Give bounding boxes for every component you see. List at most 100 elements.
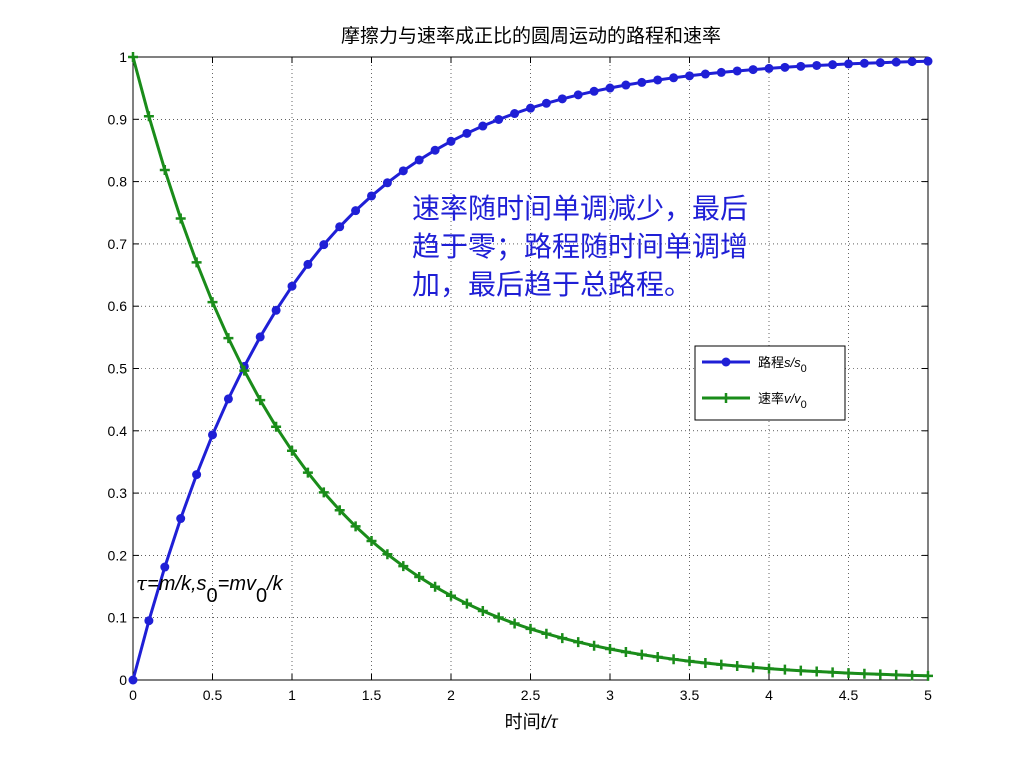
data-point-speed (748, 662, 759, 673)
data-point-speed (875, 669, 886, 680)
x-tick-label: 4.5 (839, 687, 859, 703)
data-point-speed (605, 643, 615, 654)
data-point-speed (430, 581, 441, 592)
data-point-speed (891, 669, 902, 680)
data-point-speed (366, 536, 377, 547)
annotation-line-1: 速率随时间单调减少，最后 (412, 192, 748, 225)
data-point-speed (923, 670, 933, 681)
data-point-speed (477, 605, 488, 616)
y-tick-label: 0.8 (108, 174, 128, 190)
data-point-distance (557, 94, 567, 104)
data-point-speed (636, 649, 647, 660)
x-tick-label: 5 (924, 687, 932, 703)
legend-label-distance: 路程s/s0 (758, 355, 807, 375)
data-point-distance (621, 80, 631, 90)
data-point-distance (589, 86, 599, 96)
data-point-distance (669, 73, 679, 83)
annotation-line-2: 趋于零；路程随时间单调增 (412, 230, 748, 263)
legend: 路程s/s0 速率v/v0 (694, 345, 846, 421)
formula-annotation: τ=m/k,s0=mv0/k (136, 571, 284, 607)
annotation-text: 速率随时间单调减少，最后 趋于零；路程随时间单调增 加，最后趋于总路程。 (412, 192, 748, 301)
data-point-distance (828, 60, 838, 70)
data-point-distance (367, 191, 376, 201)
data-point-speed (207, 297, 218, 308)
legend-marker-speed (721, 393, 731, 403)
legend-box (694, 345, 846, 421)
legend-label-speed: 速率v/v0 (758, 391, 807, 411)
data-point-speed (541, 628, 552, 639)
y-tick-label: 1 (119, 49, 127, 65)
data-point-speed (589, 640, 600, 651)
x-tick-label: 3.5 (680, 687, 700, 703)
data-point-distance (748, 65, 758, 75)
y-tick-label: 0.2 (108, 547, 128, 563)
data-point-speed (461, 598, 472, 609)
chart-title: 摩擦力与速率成正比的圆周运动的路程和速率 (341, 25, 721, 47)
data-point-distance (510, 109, 520, 119)
data-point-distance (812, 60, 822, 70)
x-axis-label-variable: t/τ (541, 712, 559, 732)
data-point-speed (795, 665, 806, 676)
y-tick-label: 0.1 (108, 610, 128, 626)
grid-lines (133, 57, 928, 680)
data-point-speed (334, 505, 345, 516)
data-point-distance (208, 430, 217, 440)
data-point-distance (685, 71, 694, 81)
legend-distance-sub: 0 (801, 363, 807, 375)
data-point-distance (430, 145, 440, 155)
y-tick-label: 0.6 (108, 298, 128, 314)
x-tick-label: 4 (765, 687, 773, 703)
data-point-distance (637, 77, 647, 87)
data-point-speed (191, 257, 202, 268)
data-point-distance (255, 332, 265, 342)
data-point-speed (652, 652, 663, 663)
series-layer (128, 52, 933, 685)
y-tick-label: 0.5 (108, 361, 128, 377)
data-point-distance (844, 59, 853, 69)
x-tick-label: 0.5 (203, 687, 223, 703)
legend-speed-sub: 0 (801, 399, 807, 411)
data-point-distance (875, 58, 885, 68)
legend-marker-distance (721, 357, 731, 367)
data-point-distance (907, 57, 917, 67)
data-point-speed (414, 572, 425, 583)
data-point-speed (684, 656, 695, 667)
y-tick-label: 0.3 (108, 485, 128, 501)
data-point-distance (351, 206, 361, 216)
formula-sub2: 0 (256, 585, 267, 607)
data-point-speed (302, 467, 313, 478)
data-point-speed (318, 487, 329, 498)
y-tick-label: 0.9 (108, 111, 128, 127)
data-point-distance (319, 240, 329, 250)
data-point-speed (764, 663, 774, 674)
data-point-speed (446, 590, 456, 601)
data-point-speed (557, 633, 568, 644)
data-point-distance (891, 57, 901, 67)
data-point-distance (716, 67, 726, 77)
x-tick-label: 1 (288, 687, 296, 703)
data-point-speed (287, 445, 297, 456)
y-tick-label: 0.4 (108, 423, 128, 439)
data-point-distance (271, 305, 281, 315)
data-point-speed (843, 668, 854, 679)
data-point-speed (827, 667, 838, 678)
data-point-distance (732, 66, 742, 76)
data-point-speed (223, 333, 234, 344)
data-point-speed (159, 164, 170, 175)
data-point-speed (509, 618, 520, 629)
data-point-distance (414, 155, 424, 165)
x-axis-label-prefix: 时间 (505, 712, 541, 733)
data-point-speed (732, 661, 743, 672)
data-point-distance (398, 166, 408, 176)
data-point-speed (525, 623, 536, 634)
annotation-line-3: 加，最后趋于总路程。 (412, 268, 692, 301)
formula-tau: τ (136, 571, 148, 595)
axis-ticks: 0 0.5 1 1.5 2 2.5 3 3.5 4 4.5 5 0 0.1 0.2 0.3 0.4 0.5 0.6… (108, 49, 933, 703)
data-point-distance (605, 83, 615, 93)
data-point-distance (176, 514, 186, 524)
data-point-distance (764, 63, 774, 73)
data-point-distance (796, 61, 806, 71)
formula-tail: /k (265, 573, 284, 595)
data-point-speed (620, 646, 631, 657)
data-point-distance (573, 90, 583, 100)
